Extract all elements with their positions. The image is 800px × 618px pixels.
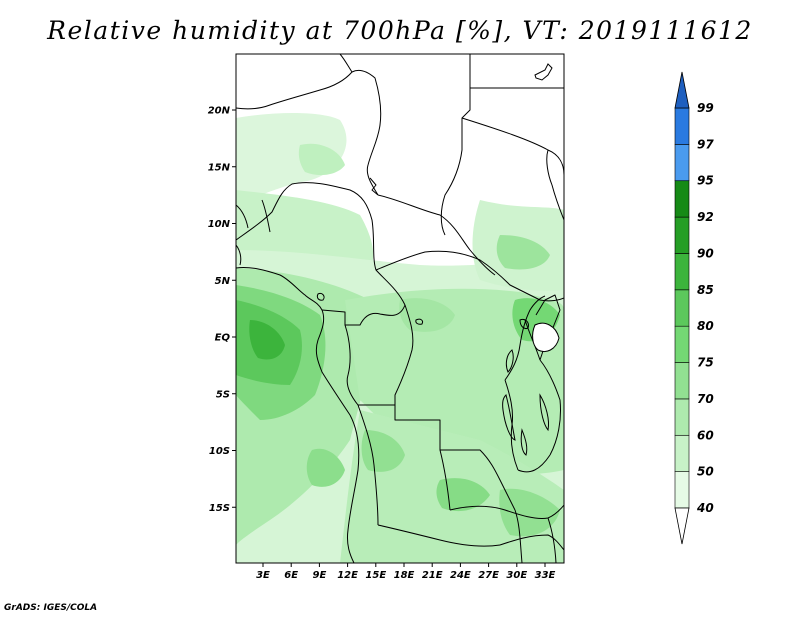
longitude-axis: 3E 6E 9E 12E 15E 18E 21E 24E 27E 30E 33E	[256, 563, 556, 581]
lon-tick-label: 27E	[478, 570, 499, 581]
map-title: Relative humidity at 700hPa [%], VT: 201…	[47, 16, 753, 45]
colorbar-box	[674, 253, 690, 291]
colorbar-top-arrow	[674, 71, 690, 109]
lon-tick-label: 30E	[506, 570, 527, 581]
colorbar: 40 50 60 70 75 80 85 90 92 95 97 99	[674, 71, 714, 545]
colorbar-box	[674, 180, 690, 218]
lat-tick-label: 5S	[216, 389, 230, 400]
colorbar-label: 99	[697, 101, 714, 115]
lon-tick-label: 24E	[450, 570, 471, 581]
colorbar-box	[674, 434, 690, 472]
lon-tick-label: 33E	[535, 570, 556, 581]
map-frame	[235, 53, 565, 564]
humidity-field	[236, 113, 564, 563]
lon-tick-label: 12E	[337, 570, 358, 581]
lat-tick-label: 15S	[209, 503, 230, 514]
colorbar-label: 60	[697, 428, 714, 442]
country-boundaries	[236, 54, 564, 563]
colorbar-label: 70	[697, 392, 714, 406]
colorbar-label: 40	[696, 501, 714, 515]
colorbar-bottom-arrow	[674, 507, 690, 545]
colorbar-label: 95	[697, 174, 714, 188]
lat-tick-label: 20N	[208, 106, 231, 117]
colorbar-box	[674, 216, 690, 254]
lon-tick-label: 18E	[394, 570, 415, 581]
colorbar-box	[674, 471, 690, 509]
colorbar-box	[674, 289, 690, 327]
lat-tick-label: 10N	[208, 219, 231, 230]
colorbar-label: 85	[697, 283, 714, 297]
coastline-fragment	[534, 63, 553, 81]
colorbar-label: 50	[697, 465, 714, 479]
colorbar-box	[674, 325, 690, 363]
colorbar-label: 90	[697, 246, 714, 260]
grads-credit: GrADS: IGES/COLA	[4, 603, 98, 613]
lat-tick-label: 10S	[209, 446, 230, 457]
latitude-axis: 20N 15N 10N 5N EQ 5S 10S 15S	[208, 106, 236, 514]
colorbar-label: 92	[697, 210, 714, 224]
colorbar-box	[674, 398, 690, 436]
lat-tick-label: 15N	[208, 162, 231, 173]
lon-tick-label: 9E	[313, 570, 327, 581]
lon-tick-label: 15E	[365, 570, 386, 581]
lat-tick-label: EQ	[215, 333, 231, 344]
colorbar-label: 75	[697, 356, 714, 370]
lon-tick-label: 6E	[284, 570, 298, 581]
lake-victoria	[532, 322, 560, 352]
colorbar-box	[674, 362, 690, 400]
colorbar-label: 97	[697, 137, 714, 151]
colorbar-box	[674, 144, 690, 182]
colorbar-box	[674, 107, 690, 145]
lon-tick-label: 21E	[422, 570, 443, 581]
lon-tick-label: 3E	[256, 570, 270, 581]
lat-tick-label: 5N	[215, 276, 231, 287]
colorbar-label: 80	[697, 319, 714, 333]
